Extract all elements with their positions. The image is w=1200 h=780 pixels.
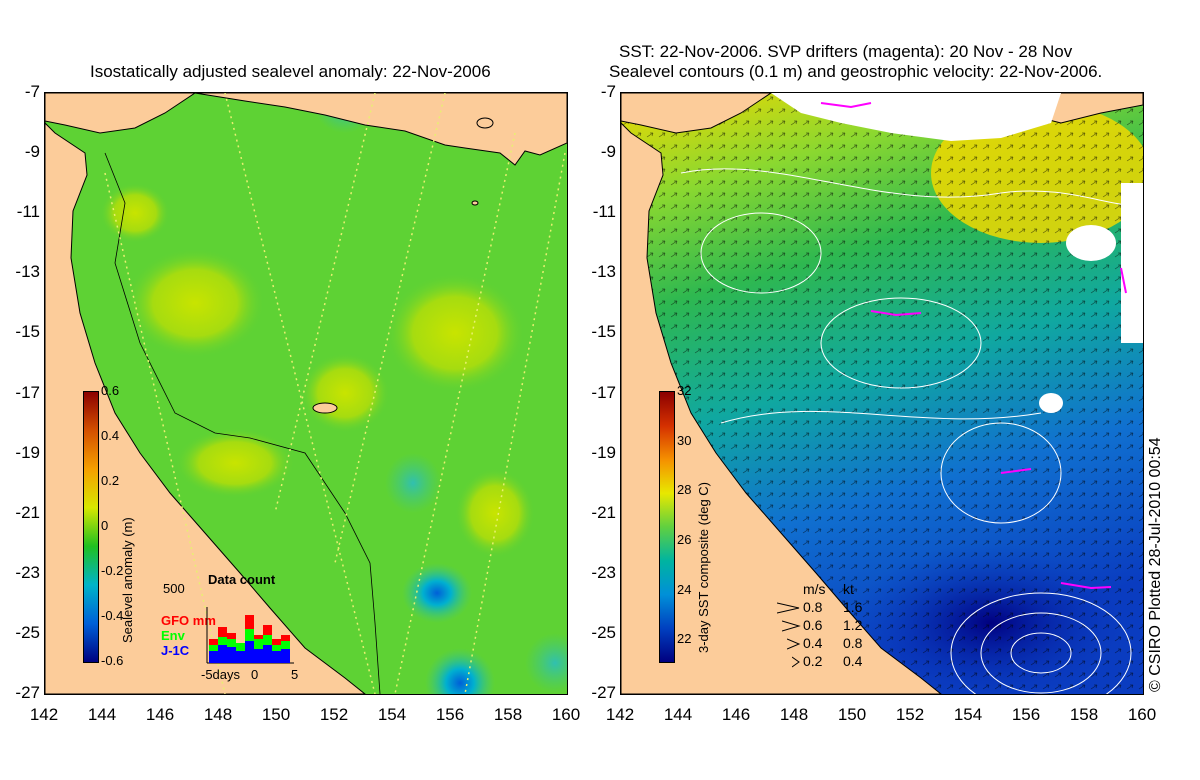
x-tick-label: 156 xyxy=(435,705,465,724)
y-tick-label: -25 xyxy=(591,622,616,642)
plot-credit: © CSIRO Plotted 28-Jul-2010 00:54 xyxy=(1147,437,1164,692)
y-tick-label: -13 xyxy=(591,262,616,282)
y-tick-label: -19 xyxy=(591,442,616,462)
left-panel-title: Isostatically adjusted sealevel anomaly:… xyxy=(90,62,491,81)
velocity-legend-ms: 0.4 xyxy=(803,635,823,651)
x-tick-label: 144 xyxy=(87,705,117,724)
x-tick-label: 156 xyxy=(1011,705,1041,724)
sst-colorbar-tick: 26 xyxy=(677,532,692,548)
sst-colorbar-label: 3-day SST composite (deg C) xyxy=(696,482,711,653)
y-tick-label: -7 xyxy=(600,82,616,101)
data-count-title: Data count xyxy=(208,572,276,587)
velocity-legend-ms: 0.8 xyxy=(803,599,823,615)
sealevel-colorbar xyxy=(83,391,99,663)
x-tick-label: 148 xyxy=(203,705,233,724)
sst-map: 32 30 28 26 24 22 3-day SST composite (deg C)… xyxy=(620,92,1144,695)
right-panel-title-line1: SST: 22-Nov-2006. SVP drifters (magenta)… xyxy=(619,42,1073,61)
y-tick-label: -13 xyxy=(15,262,40,282)
y-tick-label: -17 xyxy=(15,382,40,402)
sealevel-anomaly-map: 0.6 0.4 0.2 0 -0.2 -0.4 -0.6 Sealevel anomaly … xyxy=(44,92,568,695)
x-tick-label: 150 xyxy=(261,705,291,724)
data-count-max: 500 xyxy=(163,581,185,596)
sst-colorbar-tick: 22 xyxy=(677,631,692,647)
x-tick-label: 142 xyxy=(605,705,635,724)
x-tick-label: 152 xyxy=(319,705,349,724)
right-panel-title-line2: Sealevel contours (0.1 m) and geostrophi… xyxy=(609,62,1103,81)
x-tick-label: 150 xyxy=(837,705,867,724)
x-tick-label: 154 xyxy=(953,705,983,724)
y-tick-label: -23 xyxy=(591,562,616,582)
y-tick-label: -19 xyxy=(15,442,40,462)
y-tick-label: -7 xyxy=(24,82,40,101)
y-tick-label: -25 xyxy=(15,622,40,642)
y-tick-label: -9 xyxy=(600,142,616,162)
velocity-legend-kt: 0.8 xyxy=(843,635,863,651)
sst-colorbar-tick: 28 xyxy=(677,482,692,498)
data-count-legend-item: J-1C xyxy=(161,643,190,658)
sealevel-colorbar-tick: 0 xyxy=(101,518,109,533)
sst-colorbar-tick: 30 xyxy=(677,432,692,448)
sst-map-graphic xyxy=(621,93,1143,694)
sealevel-colorbar-tick: 0.4 xyxy=(101,428,120,443)
y-tick-label: -27 xyxy=(15,683,40,702)
data-count-legend-item: Env xyxy=(161,628,185,643)
velocity-legend-header-ms: m/s xyxy=(803,581,826,597)
sealevel-colorbar-tick: -0.2 xyxy=(101,563,124,578)
x-tick-label: 160 xyxy=(551,705,581,724)
velocity-legend-ms: 0.2 xyxy=(803,653,823,669)
velocity-legend-header-kt: kt xyxy=(843,581,854,597)
sealevel-colorbar-tick: -0.4 xyxy=(101,608,124,623)
y-tick-label: -21 xyxy=(591,502,616,522)
data-count-x-label: 5 xyxy=(291,667,299,682)
y-tick-label: -21 xyxy=(15,502,40,522)
x-tick-label: 158 xyxy=(1069,705,1099,724)
y-tick-label: -11 xyxy=(592,202,616,222)
data-count-x-label: -5days xyxy=(201,667,241,682)
data-count-histogram xyxy=(206,607,294,664)
sealevel-colorbar-tick: 0.6 xyxy=(101,383,120,398)
y-tick-label: -9 xyxy=(24,142,40,162)
velocity-legend-ms: 0.6 xyxy=(803,617,823,633)
sst-colorbar xyxy=(659,391,675,663)
sealevel-map-graphic xyxy=(45,93,567,694)
sealevel-colorbar-label: Sealevel anomaly (m) xyxy=(120,517,135,643)
sst-colorbar-tick: 32 xyxy=(677,383,692,398)
velocity-legend-kt: 0.4 xyxy=(843,653,863,669)
x-tick-label: 146 xyxy=(721,705,751,724)
sst-colorbar-tick: 24 xyxy=(677,581,692,597)
x-tick-label: 144 xyxy=(663,705,693,724)
x-tick-label: 142 xyxy=(29,705,59,724)
y-tick-label: -15 xyxy=(591,322,616,342)
x-tick-label: 146 xyxy=(145,705,175,724)
x-tick-label: 154 xyxy=(377,705,407,724)
velocity-legend-kt: 1.6 xyxy=(843,599,863,615)
x-tick-label: 148 xyxy=(779,705,809,724)
x-tick-label: 152 xyxy=(895,705,925,724)
y-tick-label: -11 xyxy=(16,202,40,222)
x-tick-label: 158 xyxy=(493,705,523,724)
data-count-x-label: 0 xyxy=(251,667,259,682)
data-count-legend-item: GFO mm xyxy=(161,613,216,628)
y-tick-label: -15 xyxy=(15,322,40,342)
velocity-legend-kt: 1.2 xyxy=(843,617,863,633)
y-tick-label: -27 xyxy=(591,683,616,702)
x-tick-label: 160 xyxy=(1127,705,1157,724)
y-tick-label: -23 xyxy=(15,562,40,582)
y-tick-label: -17 xyxy=(591,382,616,402)
sealevel-colorbar-tick: -0.6 xyxy=(101,653,124,668)
sealevel-colorbar-tick: 0.2 xyxy=(101,473,120,488)
